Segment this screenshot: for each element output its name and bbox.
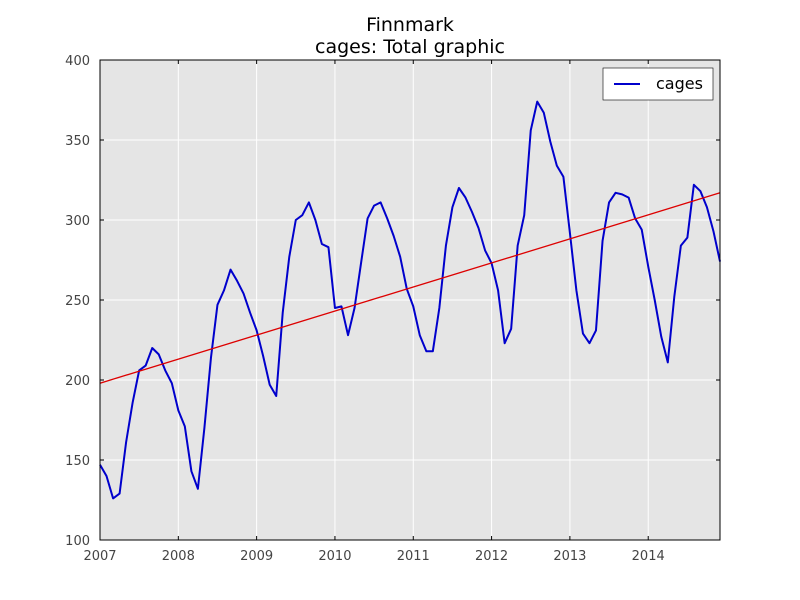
series-layer	[99, 100, 721, 500]
legend-label-cages: cages	[656, 74, 703, 93]
y-tick-label: 400	[65, 54, 90, 69]
y-tick-label: 350	[65, 134, 90, 149]
x-tick-label: 2008	[162, 549, 195, 564]
y-tick-label: 100	[65, 534, 90, 549]
x-tick-label: 2014	[632, 549, 665, 564]
y-tick-label: 300	[65, 214, 90, 229]
x-tick-label: 2010	[318, 549, 351, 564]
x-tick-label: 2012	[475, 549, 508, 564]
trend-line	[99, 192, 721, 384]
y-tick-label: 150	[65, 454, 90, 469]
legend: cages	[602, 67, 714, 101]
axis-ticks: 2007 2008 2009 2010 2011 2012 2013 2014 100 150 20…	[65, 54, 720, 564]
x-tick-label: 2009	[240, 549, 273, 564]
chart-title: Finnmark	[366, 14, 454, 36]
y-tick-label: 200	[65, 374, 90, 389]
x-tick-label: 2007	[83, 549, 116, 564]
chart-subtitle: cages: Total graphic	[315, 36, 505, 58]
x-tick-label: 2011	[397, 549, 430, 564]
x-tick-label: 2013	[553, 549, 586, 564]
y-tick-label: 250	[65, 294, 90, 309]
series-line-cages	[99, 100, 721, 500]
